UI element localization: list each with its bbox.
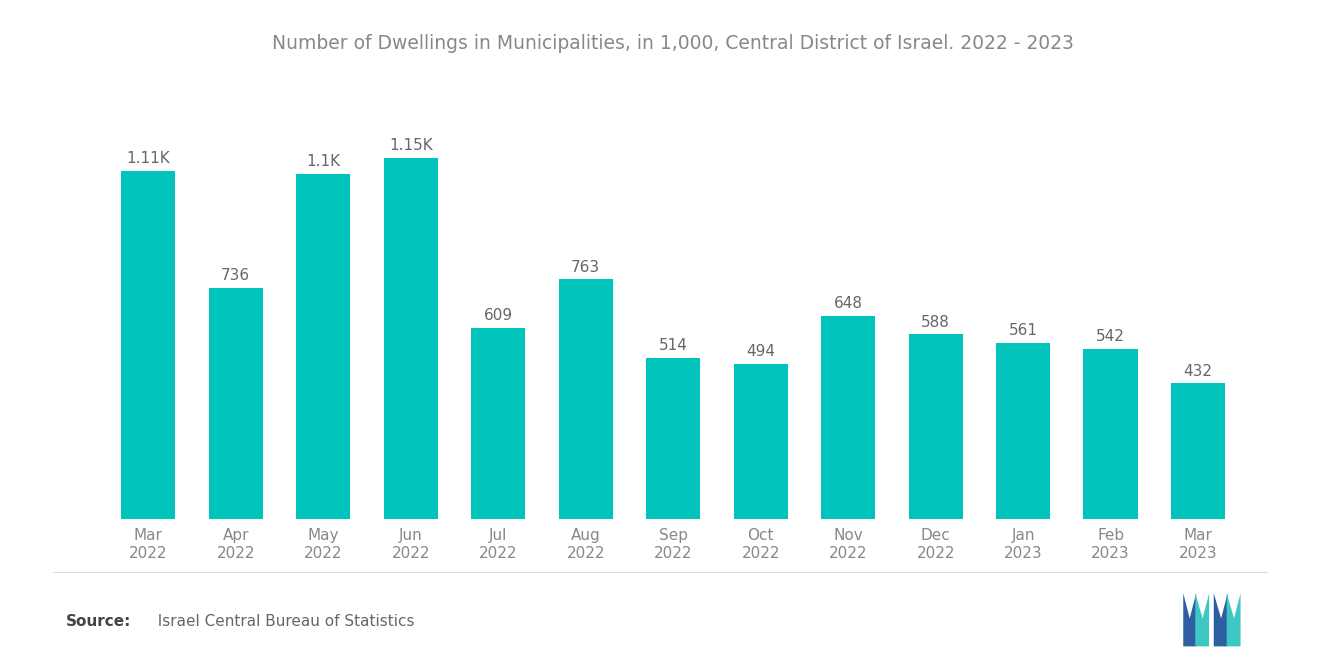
Text: 561: 561 (1008, 323, 1038, 338)
Text: Israel Central Bureau of Statistics: Israel Central Bureau of Statistics (148, 614, 414, 629)
Text: 432: 432 (1184, 364, 1213, 378)
Bar (997, 343, 1051, 519)
Text: 588: 588 (921, 315, 950, 330)
Polygon shape (1183, 593, 1196, 646)
Bar (296, 174, 350, 519)
Text: Source:: Source: (66, 614, 132, 629)
Polygon shape (1214, 593, 1228, 646)
Bar (471, 328, 525, 519)
Title: Number of Dwellings in Municipalities, in 1,000, Central District of Israel. 202: Number of Dwellings in Municipalities, i… (272, 34, 1074, 53)
Bar (908, 334, 962, 519)
Bar (384, 158, 438, 519)
Text: 648: 648 (834, 296, 863, 311)
Bar (1171, 383, 1225, 519)
Text: 1.15K: 1.15K (389, 138, 433, 154)
Bar (734, 364, 788, 519)
Bar (1084, 348, 1138, 519)
Text: 494: 494 (746, 344, 775, 359)
Text: 1.11K: 1.11K (127, 151, 170, 166)
Text: 736: 736 (222, 268, 251, 283)
Text: 514: 514 (659, 338, 688, 353)
Bar (558, 279, 612, 519)
Bar (209, 288, 263, 519)
Text: 609: 609 (483, 308, 512, 323)
Text: 542: 542 (1096, 329, 1125, 344)
Bar (821, 316, 875, 519)
Text: 763: 763 (572, 260, 601, 275)
Polygon shape (1226, 593, 1241, 646)
Text: 1.1K: 1.1K (306, 154, 341, 169)
Polygon shape (1196, 593, 1209, 646)
Bar (121, 171, 176, 519)
Bar (645, 358, 701, 519)
